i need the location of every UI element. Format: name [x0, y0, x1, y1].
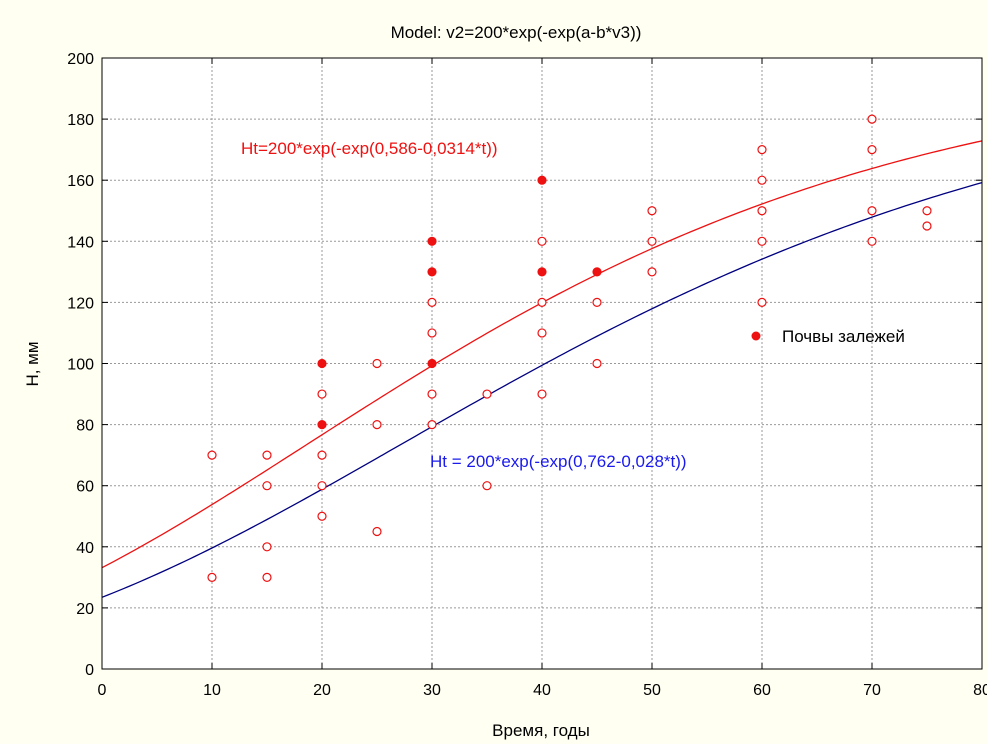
- red-curve-label: Ht=200*exp(-exp(0,586-0,0314*t)): [241, 139, 498, 158]
- x-tick-label: 70: [863, 682, 881, 699]
- data-point-filled: [427, 236, 437, 246]
- y-tick-label: 140: [67, 234, 94, 251]
- x-tick-label: 20: [313, 682, 331, 699]
- y-tick-label: 180: [67, 112, 94, 129]
- data-point: [757, 145, 767, 155]
- legend-label: Почвы залежей: [782, 327, 905, 346]
- data-point: [317, 481, 327, 491]
- data-point-filled: [317, 420, 327, 430]
- data-point-filled: [317, 358, 327, 369]
- data-point: [372, 420, 382, 430]
- data-points: [207, 114, 932, 582]
- x-tick-label: 60: [753, 682, 771, 699]
- data-point: [867, 236, 877, 246]
- data-point: [757, 236, 767, 246]
- data-point: [317, 389, 327, 399]
- y-tick-label: 0: [85, 662, 94, 679]
- data-point: [867, 206, 877, 216]
- data-point: [262, 481, 272, 491]
- blue-curve-label: Ht = 200*exp(-exp(0,762-0,028*t)): [430, 452, 687, 471]
- data-point: [317, 511, 327, 521]
- data-point-filled: [537, 175, 547, 185]
- legend-marker: [751, 331, 761, 341]
- data-point-filled: [537, 267, 547, 277]
- x-tick-label: 0: [98, 682, 107, 699]
- data-point: [482, 389, 492, 399]
- data-point: [757, 206, 767, 216]
- chart-title: Model: v2=200*exp(-exp(a-b*v3)): [391, 23, 642, 42]
- data-point: [427, 297, 437, 307]
- data-point: [372, 526, 382, 537]
- data-point: [757, 297, 767, 307]
- y-tick-label: 160: [67, 173, 94, 190]
- y-tick-label: 200: [67, 51, 94, 68]
- data-point: [262, 450, 272, 460]
- x-axis-title: Время, годы: [492, 721, 590, 740]
- x-tick-label: 40: [533, 682, 551, 699]
- data-point: [482, 481, 492, 491]
- data-point: [922, 206, 932, 216]
- y-tick-label: 20: [76, 601, 94, 618]
- y-tick-label: 80: [76, 418, 94, 435]
- data-point: [592, 297, 602, 307]
- y-tick-label: 120: [67, 295, 94, 312]
- data-point: [867, 114, 877, 124]
- data-point-filled: [427, 358, 437, 369]
- data-point-filled: [592, 267, 602, 277]
- data-point: [207, 450, 217, 460]
- data-point: [647, 236, 657, 246]
- data-point: [647, 267, 657, 277]
- data-point: [427, 328, 437, 338]
- data-point: [757, 175, 767, 185]
- y-tick-label: 100: [67, 357, 94, 374]
- data-point: [262, 572, 272, 582]
- data-point: [647, 206, 657, 216]
- x-tick-label: 50: [643, 682, 661, 699]
- x-tick-label: 30: [423, 682, 441, 699]
- data-point: [317, 450, 327, 460]
- x-tick-label: 10: [203, 682, 221, 699]
- data-point: [592, 358, 602, 369]
- data-point: [867, 145, 877, 155]
- y-axis-title: Н, мм: [23, 341, 42, 386]
- x-tick-label: 80: [973, 682, 987, 699]
- blue-model-curve: [101, 181, 983, 598]
- data-point-filled: [427, 267, 437, 277]
- data-point: [537, 389, 547, 399]
- data-point: [207, 572, 217, 582]
- data-point: [537, 236, 547, 246]
- axis-ticks: 0 10 20 30 40 50 60 70 80 0 20 40 60 80 100 120 140 160 18…: [67, 51, 987, 699]
- data-point: [537, 328, 547, 338]
- y-tick-label: 60: [76, 479, 94, 496]
- data-point: [372, 358, 382, 369]
- data-point: [427, 420, 437, 430]
- data-point: [922, 221, 932, 231]
- data-point: [537, 297, 547, 307]
- y-tick-label: 40: [76, 540, 94, 557]
- data-point: [262, 542, 272, 552]
- data-point: [427, 389, 437, 399]
